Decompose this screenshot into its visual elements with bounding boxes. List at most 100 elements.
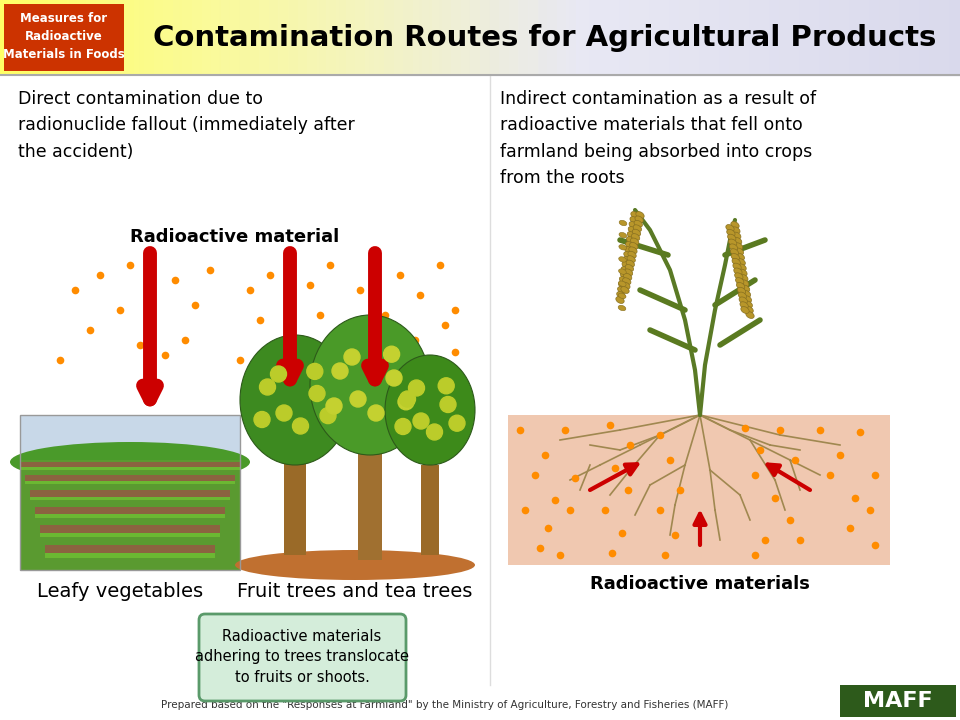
Bar xyxy=(610,0,620,75)
Bar xyxy=(653,0,662,75)
Bar xyxy=(380,0,390,75)
Bar xyxy=(86,0,96,75)
Bar xyxy=(614,0,624,75)
Circle shape xyxy=(426,424,443,440)
Ellipse shape xyxy=(621,287,629,294)
Bar xyxy=(410,0,420,75)
Bar xyxy=(180,0,190,75)
Bar xyxy=(508,415,890,565)
Bar xyxy=(200,0,210,75)
Bar xyxy=(35,507,225,514)
Bar xyxy=(250,0,259,75)
Bar xyxy=(770,0,780,75)
Bar xyxy=(20,415,240,570)
Text: Fruit trees and tea trees: Fruit trees and tea trees xyxy=(237,582,472,601)
Bar xyxy=(60,0,70,75)
Bar xyxy=(710,0,720,75)
Text: Radioactive materials: Radioactive materials xyxy=(590,575,810,593)
Ellipse shape xyxy=(618,293,626,299)
Bar xyxy=(45,545,215,553)
Bar xyxy=(298,0,307,75)
Bar xyxy=(940,0,950,75)
Ellipse shape xyxy=(734,243,743,250)
Ellipse shape xyxy=(622,282,630,289)
Ellipse shape xyxy=(618,269,626,274)
Bar xyxy=(240,0,250,75)
Bar xyxy=(150,0,160,75)
Ellipse shape xyxy=(632,233,639,240)
Bar xyxy=(67,0,77,75)
Ellipse shape xyxy=(627,237,635,243)
Bar xyxy=(850,0,860,75)
Bar xyxy=(202,0,211,75)
Bar xyxy=(370,0,380,75)
Ellipse shape xyxy=(619,233,627,238)
Bar xyxy=(421,465,439,555)
Text: Contamination Routes for Agricultural Products: Contamination Routes for Agricultural Pr… xyxy=(154,24,937,52)
Bar xyxy=(840,685,956,717)
Bar xyxy=(259,0,269,75)
Ellipse shape xyxy=(619,276,628,284)
Ellipse shape xyxy=(634,220,642,228)
Bar xyxy=(820,0,830,75)
Bar xyxy=(317,0,326,75)
Bar xyxy=(40,533,220,537)
Ellipse shape xyxy=(620,271,629,279)
Bar xyxy=(893,0,902,75)
Bar xyxy=(605,0,614,75)
Bar xyxy=(672,0,682,75)
Bar xyxy=(682,0,691,75)
Ellipse shape xyxy=(731,248,738,256)
Ellipse shape xyxy=(744,301,753,308)
Bar xyxy=(920,0,930,75)
Ellipse shape xyxy=(618,257,627,262)
Bar xyxy=(20,0,30,75)
Text: MAFF: MAFF xyxy=(863,691,933,711)
Bar xyxy=(270,0,280,75)
Bar xyxy=(40,525,220,533)
Bar xyxy=(130,0,140,75)
Bar xyxy=(845,0,854,75)
Bar xyxy=(643,0,653,75)
Ellipse shape xyxy=(10,442,250,482)
Ellipse shape xyxy=(739,274,748,282)
Bar xyxy=(290,0,300,75)
Ellipse shape xyxy=(732,227,740,234)
Bar xyxy=(570,0,580,75)
Bar xyxy=(790,0,800,75)
Bar xyxy=(20,467,240,470)
Bar xyxy=(10,0,20,75)
Ellipse shape xyxy=(619,220,627,225)
Circle shape xyxy=(320,408,336,423)
Ellipse shape xyxy=(732,253,739,261)
Bar xyxy=(500,0,510,75)
Ellipse shape xyxy=(737,287,746,294)
Ellipse shape xyxy=(740,302,748,309)
Bar xyxy=(528,0,538,75)
Bar xyxy=(420,0,430,75)
Bar xyxy=(38,0,48,75)
Ellipse shape xyxy=(743,296,752,302)
Bar xyxy=(250,0,260,75)
Bar xyxy=(600,0,610,75)
Bar xyxy=(25,475,235,481)
Bar xyxy=(163,0,173,75)
Bar xyxy=(768,0,778,75)
Ellipse shape xyxy=(738,292,747,299)
Ellipse shape xyxy=(631,212,639,218)
Circle shape xyxy=(326,398,342,414)
Bar xyxy=(835,0,845,75)
Circle shape xyxy=(332,363,348,379)
Bar xyxy=(40,0,50,75)
Bar xyxy=(797,0,806,75)
Circle shape xyxy=(276,405,292,421)
Circle shape xyxy=(384,346,399,362)
Bar xyxy=(480,0,490,75)
Bar xyxy=(810,0,820,75)
Circle shape xyxy=(307,364,323,379)
Bar xyxy=(874,0,883,75)
Bar xyxy=(30,490,230,497)
Bar xyxy=(860,0,870,75)
Bar xyxy=(787,0,797,75)
Bar xyxy=(4,4,124,71)
